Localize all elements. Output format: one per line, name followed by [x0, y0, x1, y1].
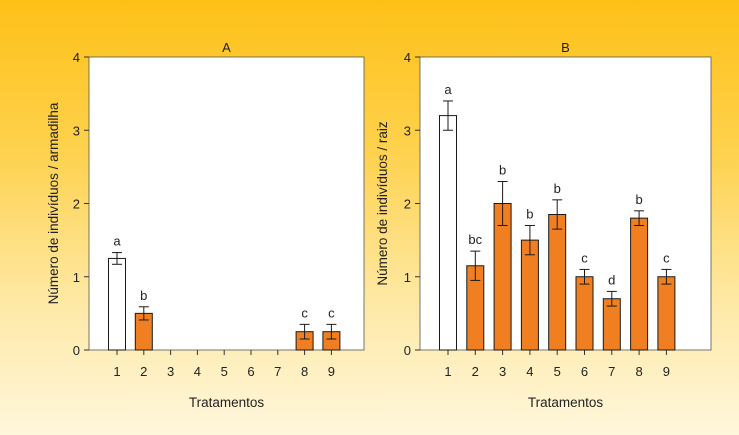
y-tick-label: 4	[404, 50, 411, 65]
x-tick-label: 5	[554, 364, 561, 379]
x-tick-label: 1	[113, 364, 120, 379]
x-tick-label: 7	[274, 364, 281, 379]
x-tick-label: 3	[167, 364, 174, 379]
x-tick-label: 6	[581, 364, 588, 379]
significance-letter: b	[526, 206, 533, 221]
x-tick-label: 1	[444, 364, 451, 379]
x-tick-label: 9	[328, 364, 335, 379]
x-tick-label: 8	[301, 364, 308, 379]
y-tick-label: 2	[73, 197, 80, 212]
plot-area	[88, 56, 365, 351]
x-tick-label: 2	[140, 364, 147, 379]
x-tick-label: 5	[221, 364, 228, 379]
bar	[630, 217, 649, 351]
bar	[439, 115, 457, 351]
significance-letter: a	[113, 234, 121, 249]
y-tick-label: 0	[73, 343, 80, 358]
bar	[108, 257, 126, 351]
chart-title: B	[561, 40, 570, 55]
y-tick-label: 3	[73, 123, 80, 138]
y-tick-label: 4	[73, 50, 80, 65]
bar	[657, 276, 676, 351]
chart-panel-a: A 0 1 2 3 4 Número de indivíduos / armadilha 1 a…	[46, 40, 365, 410]
significance-letter: b	[635, 192, 642, 207]
x-tick-label: 7	[608, 364, 615, 379]
x-tick-label: 9	[663, 364, 670, 379]
x-tick-label: 8	[635, 364, 642, 379]
x-tick-label: 4	[526, 364, 533, 379]
significance-letter: c	[301, 305, 308, 320]
bar	[548, 213, 567, 351]
x-tick-label: 3	[499, 364, 506, 379]
significance-letter: c	[581, 250, 588, 265]
x-tick-label: 6	[247, 364, 254, 379]
y-tick-label: 1	[404, 270, 411, 285]
y-tick-label: 3	[404, 123, 411, 138]
bar	[520, 239, 539, 351]
significance-letter: d	[608, 272, 615, 287]
y-axis-label: Número de indivíduos / armadilha	[46, 102, 61, 304]
significance-letter: c	[663, 250, 670, 265]
y-tick-label: 2	[404, 197, 411, 212]
significance-letter: a	[444, 82, 452, 97]
bar	[575, 276, 594, 351]
y-axis-label: Número de indivíduos / raiz	[375, 121, 390, 286]
x-tick-label: 4	[194, 364, 201, 379]
x-axis-label: Tratamentos	[528, 395, 604, 410]
significance-letter: b	[140, 288, 147, 303]
significance-letter: b	[554, 181, 561, 196]
chart-title: A	[222, 40, 231, 55]
x-tick-label: 2	[472, 364, 479, 379]
x-axis-label: Tratamentos	[189, 395, 265, 410]
y-tick-label: 1	[73, 270, 80, 285]
significance-letter: c	[328, 305, 335, 320]
significance-letter: bc	[468, 232, 482, 247]
significance-letter: b	[499, 163, 506, 178]
y-tick-label: 0	[404, 343, 411, 358]
